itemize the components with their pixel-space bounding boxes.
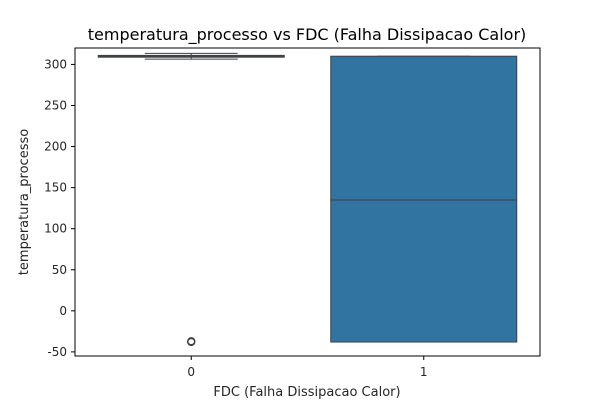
x-tick-label: 1 <box>420 365 428 379</box>
y-tick-label: 150 <box>44 181 67 195</box>
y-tick-label: 50 <box>52 263 67 277</box>
x-axis-label: FDC (Falha Dissipacao Calor) <box>213 385 400 400</box>
plot-area <box>97 52 518 347</box>
chart-title: temperatura_processo vs FDC (Falha Dissi… <box>88 25 527 45</box>
x-tick-label: 0 <box>187 365 195 379</box>
y-tick-label: 0 <box>59 304 67 318</box>
box-body <box>330 55 518 343</box>
y-tick-label: 200 <box>44 140 67 154</box>
y-axis: -50 0 50 100 150 200 250 300 <box>44 57 75 359</box>
y-tick-label: 100 <box>44 222 67 236</box>
y-axis-label: temperatura_processo <box>17 129 32 275</box>
y-tick-label: 300 <box>44 57 67 71</box>
outlier-point <box>187 337 196 346</box>
y-tick-label: 250 <box>44 98 67 112</box>
box-group-1 <box>330 55 518 343</box>
y-tick-label: -50 <box>47 345 67 359</box>
box-group-0 <box>97 52 285 347</box>
plot-frame <box>74 47 541 357</box>
